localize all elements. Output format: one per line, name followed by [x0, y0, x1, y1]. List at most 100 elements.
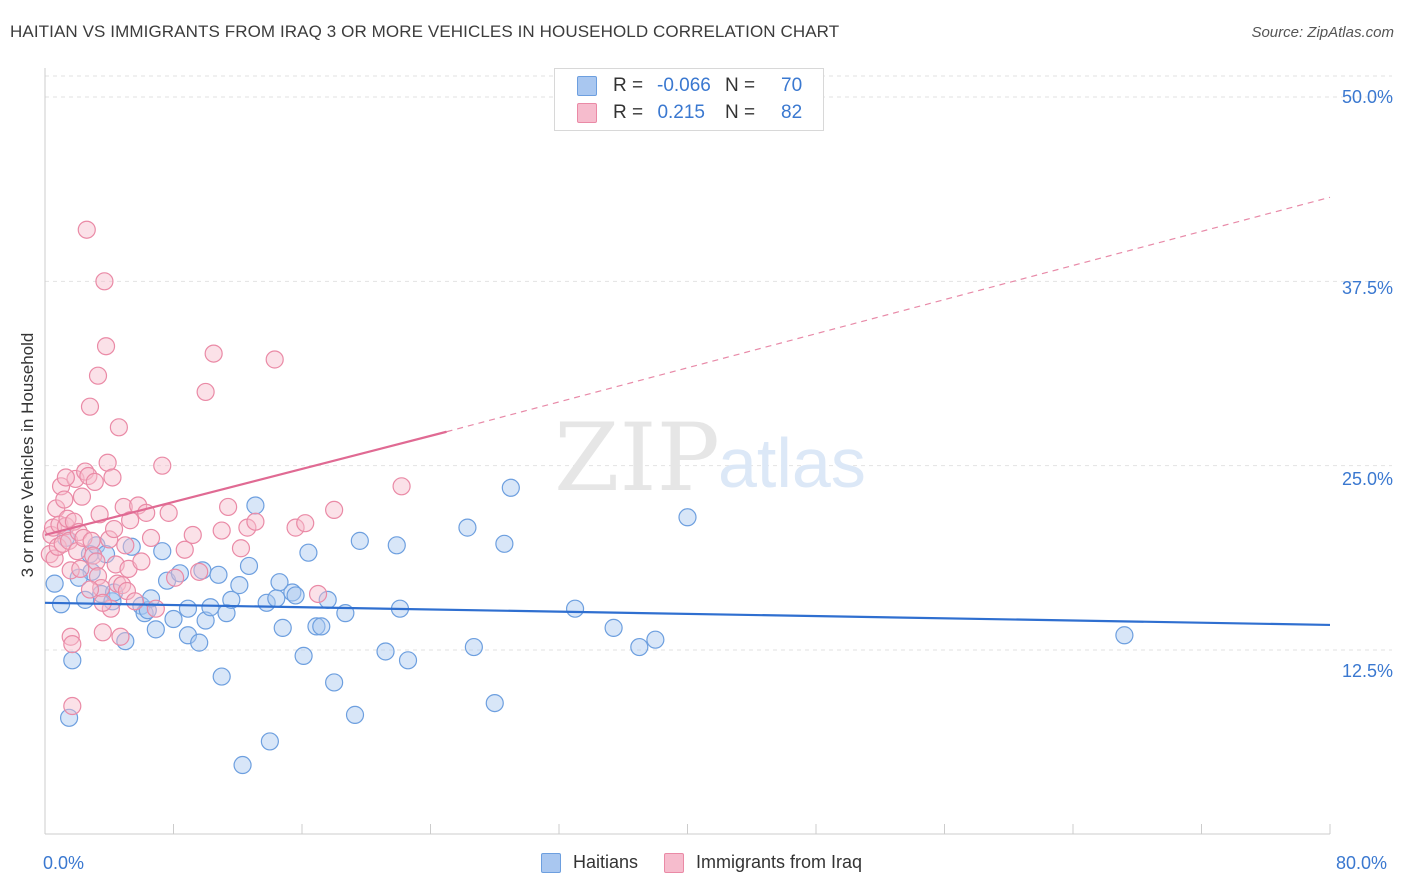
n-value: 82 — [781, 102, 803, 123]
haitians-swatch — [541, 852, 561, 873]
haitians-point — [239, 556, 259, 576]
haitians-point — [164, 609, 183, 629]
iraq-point — [56, 468, 75, 487]
haitians-point — [495, 534, 514, 553]
chart-title: HAITIAN VS IMMIGRANTS FROM IRAQ 3 OR MOR… — [10, 22, 840, 41]
haitians-point — [350, 531, 369, 550]
iraq-point — [212, 521, 231, 540]
haitians-point — [178, 626, 198, 645]
iraq-point — [45, 549, 64, 568]
iraq-point — [82, 531, 101, 550]
iraq-point — [109, 418, 128, 437]
iraq-swatch — [577, 103, 597, 123]
stats-row-haitians: R = -0.066 N = 70 — [577, 73, 802, 99]
iraq-trend-line — [44, 430, 447, 537]
r-value: 0.215 — [657, 102, 705, 123]
n-label: N = — [725, 102, 756, 123]
iraq-point — [85, 472, 104, 491]
iraq-point — [146, 599, 165, 618]
axes — [44, 68, 1331, 835]
iraq-point — [121, 511, 140, 530]
iraq-point — [286, 518, 305, 537]
haitians-swatch — [577, 76, 597, 96]
iraq-point — [93, 623, 112, 642]
haitians-point — [45, 574, 64, 593]
haitians-point — [63, 651, 82, 670]
x-tick-label: 0.0% — [43, 853, 85, 873]
iraq-trend-extension — [446, 196, 1331, 433]
haitians-point — [307, 617, 326, 636]
iraq-point — [265, 350, 284, 369]
haitians-point — [209, 565, 228, 584]
haitians-point — [270, 573, 289, 592]
iraq-point — [55, 490, 74, 509]
iraq-point — [96, 337, 116, 356]
iraq-point — [112, 576, 132, 595]
iraq-point — [61, 561, 80, 580]
iraq-point — [190, 562, 209, 581]
iraq-point — [88, 567, 108, 586]
haitians-point — [267, 589, 286, 608]
iraq-point — [308, 584, 328, 604]
iraq-point — [153, 456, 172, 475]
r-value: -0.066 — [657, 75, 711, 96]
source-note: Source: ZipAtlas.com — [1251, 24, 1394, 41]
iraq-point — [61, 627, 80, 646]
haitians-point — [376, 642, 395, 661]
n-value: 70 — [781, 75, 803, 96]
iraq-point — [80, 397, 100, 416]
iraq-point — [141, 528, 161, 548]
legend-item-haitians[interactable]: Haitians — [541, 852, 638, 873]
iraq-point — [392, 477, 411, 496]
iraq-point — [77, 220, 96, 239]
iraq-point — [98, 453, 117, 472]
haitians-point — [283, 583, 302, 602]
haitians-point — [230, 576, 249, 595]
iraq-point — [111, 627, 130, 646]
iraq-point — [159, 503, 178, 522]
haitians-point — [294, 646, 313, 665]
iraq-point — [71, 559, 90, 578]
haitians-point — [464, 637, 483, 657]
watermark-zip: ZIP — [554, 404, 720, 513]
iraq-point — [88, 366, 108, 385]
iraq-point — [116, 536, 135, 555]
y-tick-label: 50.0% — [1341, 87, 1393, 107]
iraq-point — [87, 552, 106, 571]
stats-row-iraq: R = 0.215 N = 82 — [577, 100, 802, 126]
x-tick-label: 80.0% — [1336, 853, 1388, 873]
haitians-point — [286, 586, 305, 605]
iraq-point — [246, 512, 265, 531]
legend-label: Immigrants from Iraq — [696, 852, 863, 872]
iraq-point — [196, 382, 215, 402]
iraq-point — [63, 635, 82, 654]
r-label: R = — [613, 102, 644, 123]
haitians-point — [485, 693, 504, 713]
y-tick-label: 25.0% — [1341, 469, 1393, 489]
r-label: R = — [613, 75, 644, 96]
haitians-point — [458, 518, 477, 537]
haitians-point — [201, 598, 220, 617]
iraq-point — [63, 696, 82, 716]
legend-item-iraq[interactable]: Immigrants from Iraq — [664, 852, 862, 873]
iraq-point — [104, 519, 124, 539]
haitians-point — [646, 630, 665, 649]
haitians-point — [630, 637, 649, 657]
haitians-point — [153, 542, 172, 561]
y-tick-label: 12.5% — [1341, 661, 1393, 681]
iraq-point — [231, 539, 251, 558]
iraq-point — [166, 568, 185, 587]
haitians-point — [233, 755, 252, 775]
iraq-point — [90, 505, 109, 524]
haitians-point — [59, 708, 79, 727]
haitians-point — [122, 537, 141, 556]
haitians-point — [212, 667, 231, 686]
series-legend: Haitians Immigrants from Iraq — [541, 852, 888, 873]
haitians-point — [273, 618, 292, 637]
iraq-point — [296, 514, 315, 533]
iraq-point — [175, 540, 194, 559]
haitians-point — [398, 651, 418, 670]
iraq-point — [80, 580, 100, 599]
iraq-point — [103, 468, 122, 487]
